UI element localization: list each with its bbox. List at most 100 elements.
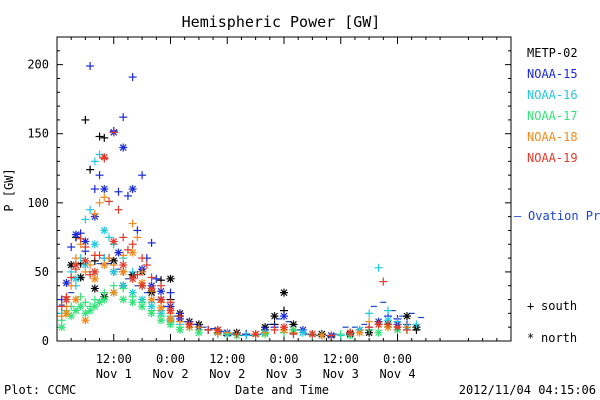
x-tick-date: Nov 2: [209, 367, 245, 381]
symbol-legend: + south * north: [527, 299, 577, 345]
south-point: [109, 281, 118, 290]
north-point: [175, 325, 184, 334]
north-point: [100, 226, 109, 235]
north-point: [114, 248, 123, 257]
south-point: [242, 331, 251, 340]
north-point: [128, 248, 137, 257]
north-point: [109, 267, 118, 276]
south-point: [67, 281, 76, 290]
south-point: [142, 261, 151, 269]
x-axis-label: Date and Time: [235, 383, 329, 397]
chart-title: Hemispheric Power [GW]: [182, 13, 381, 31]
south-point: [119, 251, 128, 260]
north-point: [147, 284, 156, 293]
south-point: [152, 274, 161, 283]
x-tick-time: 12:00: [209, 352, 245, 366]
north-point: [157, 316, 166, 325]
south-point: [138, 267, 147, 276]
x-tick-date: Nov 3: [266, 367, 302, 381]
north-point: [157, 303, 166, 312]
south-point: [81, 267, 90, 276]
north-point: [100, 261, 109, 269]
series-legend: METP-02 NOAA-15 NOAA-16 NOAA-17 NOAA-18 NOAA-…: [527, 46, 578, 165]
south-point: [100, 133, 109, 142]
south-point: [81, 298, 90, 307]
north-point: [90, 284, 99, 293]
south-point: [123, 191, 132, 200]
north-point: [100, 295, 109, 304]
y-tick-label: 100: [27, 196, 49, 210]
south-point: [86, 261, 95, 269]
y-axis-label: P [GW]: [2, 168, 16, 211]
north-point: [100, 153, 109, 162]
south-point: [81, 243, 90, 252]
south-point: [175, 312, 184, 321]
north-point: [402, 312, 411, 321]
x-tick-time: 12:00: [96, 352, 132, 366]
south-point: [114, 205, 123, 214]
south-point: [327, 331, 336, 340]
south-point: [86, 62, 95, 71]
south-point: [138, 254, 147, 263]
south-point: [123, 245, 132, 254]
north-point: [251, 330, 260, 339]
south-point: [105, 233, 114, 242]
south-point: [128, 219, 137, 228]
south-point: [128, 73, 137, 82]
south-point: [166, 288, 175, 297]
north-point: [355, 328, 364, 337]
legend-entry: NOAA-19: [527, 151, 578, 165]
south-point: [95, 198, 104, 207]
x-tick-date: Nov 2: [152, 367, 188, 381]
south-point: [147, 238, 156, 247]
south-point: [147, 273, 156, 282]
north-point: [95, 298, 104, 307]
south-point: [336, 330, 345, 339]
north-point: [100, 185, 109, 193]
north-point: [71, 295, 80, 304]
north-point: [119, 295, 128, 304]
south-point: [90, 209, 99, 218]
north-point: [280, 323, 288, 332]
north-point: [119, 261, 128, 269]
x-tick-date: Nov 4: [379, 367, 415, 381]
south-point: [95, 171, 104, 180]
north-point: [280, 288, 288, 297]
south-point: [133, 226, 142, 235]
north-point: [374, 320, 383, 329]
south-point: [365, 309, 374, 318]
north-point: [81, 316, 90, 325]
south-point: [67, 273, 76, 282]
south-point: [90, 157, 99, 166]
south-point: [109, 261, 118, 269]
south-point: [119, 113, 128, 122]
legend-entry: NOAA-15: [527, 67, 578, 81]
south-point: [194, 323, 203, 332]
north-point: [147, 295, 156, 304]
south-point: [384, 320, 393, 329]
south-point: [365, 323, 374, 332]
south-point: [100, 288, 109, 297]
north-point: [71, 230, 80, 239]
south-point: [412, 320, 421, 329]
y-tick-label: 150: [27, 127, 49, 141]
south-point: [232, 330, 241, 339]
south-point: [105, 197, 114, 206]
x-tick-time: 0:00: [270, 352, 299, 366]
south-point: [119, 284, 128, 293]
north-point: [138, 281, 147, 290]
south-point: [67, 243, 76, 252]
south-point: [157, 281, 166, 290]
symbol-legend-glyph: +: [527, 299, 534, 313]
north-point: [62, 278, 71, 287]
south-point: [402, 325, 411, 334]
south-point: [261, 328, 270, 337]
south-point: [119, 233, 128, 242]
north-point: [62, 295, 71, 304]
south-point: [105, 254, 114, 263]
south-point: [90, 185, 99, 193]
north-point: [298, 328, 307, 337]
south-point: [138, 171, 147, 180]
